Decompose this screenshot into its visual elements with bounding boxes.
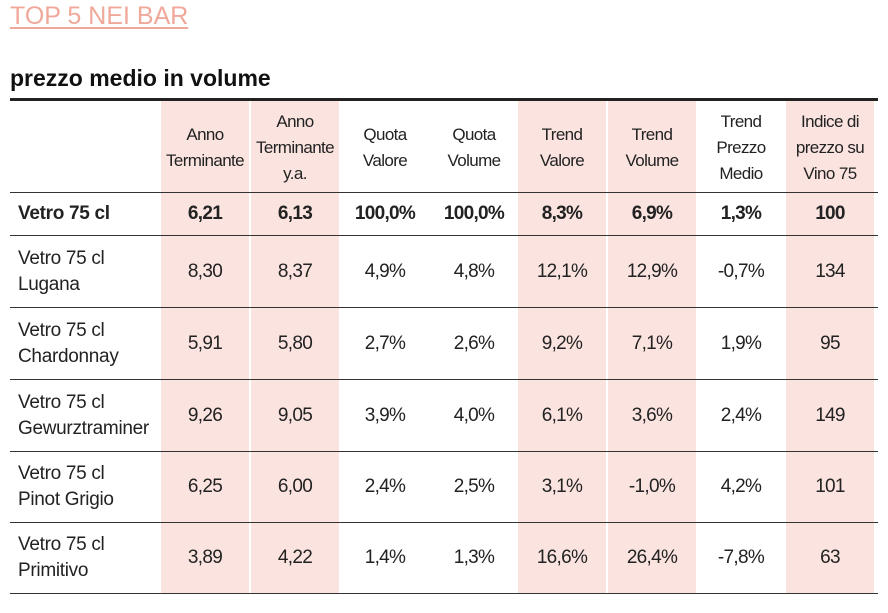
table-cell: 6,9%: [631, 203, 673, 224]
table-cell: 9,2%: [541, 332, 583, 354]
row-label: Vetro 75 cl Lugana: [18, 247, 105, 295]
table-cell: 5,91: [187, 332, 223, 354]
row-divider: [10, 235, 878, 236]
table-cell: 3,1%: [541, 476, 583, 497]
highlight-band: [608, 101, 696, 593]
table-cell: 101: [815, 476, 845, 497]
row-label: Vetro 75 cl Gewurztraminer: [18, 391, 149, 439]
table-cell: 2,5%: [453, 476, 495, 497]
table-cell: 8,30: [187, 260, 223, 282]
table-cell: 3,9%: [364, 404, 406, 426]
table-cell: 12,1%: [536, 260, 588, 282]
column-header-text: Trend Prezzo Medio: [716, 112, 766, 183]
table-cell: 1,4%: [364, 547, 406, 568]
table-cell: -0,7%: [717, 260, 765, 282]
column-header: Trend Valore: [518, 104, 606, 192]
table-cell: 6,21: [187, 203, 223, 224]
table-cell: 149: [815, 404, 845, 426]
column-header-text: Anno Terminante y.a.: [255, 112, 335, 183]
column-header: Quota Valore: [341, 104, 429, 192]
table-cell: 6,13: [277, 203, 313, 224]
row-divider: [10, 192, 878, 193]
column-header-text: Quota Volume: [447, 125, 501, 170]
table-cell: 4,2%: [720, 476, 762, 497]
table-cell: 9,26: [187, 404, 223, 426]
table-cell: 63: [820, 547, 840, 568]
table-cell: -1,0%: [628, 476, 676, 497]
table-cell: 9,05: [277, 404, 313, 426]
table-subtitle: prezzo medio in volume: [10, 65, 271, 91]
table-cell: 2,4%: [364, 476, 406, 497]
table-cell: 3,6%: [631, 404, 673, 426]
table-cell: 3,89: [187, 547, 223, 568]
column-header-text: Trend Valore: [539, 125, 585, 170]
column-header: Anno Terminante y.a.: [251, 104, 339, 192]
highlight-band: [518, 101, 606, 593]
table-cell: 1,9%: [720, 332, 762, 354]
table-cell: 2,4%: [720, 404, 762, 426]
table-cell: 4,22: [277, 547, 313, 568]
row-divider: [10, 593, 878, 594]
column-header-text: Anno Terminante: [165, 125, 245, 170]
highlight-band: [161, 101, 249, 593]
table-cell: 26,4%: [626, 547, 678, 568]
row-label: Vetro 75 cl Chardonnay: [18, 319, 119, 367]
table-cell: 16,6%: [536, 547, 588, 568]
table-cell: 8,37: [277, 260, 313, 282]
table-cell: 100,0%: [443, 203, 505, 224]
table-cell: 100: [815, 203, 845, 224]
table-cell: 6,00: [277, 476, 313, 497]
table-cell: 6,1%: [541, 404, 583, 426]
table-cell: 8,3%: [541, 203, 583, 224]
row-divider: [10, 451, 878, 452]
table-cell: 1,3%: [453, 547, 495, 568]
table-cell: 7,1%: [631, 332, 673, 354]
column-header-text: Trend Volume: [625, 125, 679, 170]
table-cell: 12,9%: [626, 260, 678, 282]
column-header-text: Quota Valore: [362, 125, 408, 170]
table-cell: 2,7%: [364, 332, 406, 354]
row-label: Vetro 75 cl Pinot Grigio: [18, 463, 114, 510]
column-header-text: Indice di prezzo su Vino 75: [795, 112, 865, 183]
row-divider: [10, 379, 878, 380]
column-header: Trend Volume: [608, 104, 696, 192]
page-title: TOP 5 NEI BAR: [10, 2, 189, 30]
column-header: Indice di prezzo su Vino 75: [786, 104, 874, 192]
table-cell: 100,0%: [354, 203, 416, 224]
table-cell: 2,6%: [453, 332, 495, 354]
highlight-band: [251, 101, 339, 593]
table-cell: 1,3%: [720, 203, 762, 224]
table-cell: 5,80: [277, 332, 313, 354]
column-header: Quota Volume: [430, 104, 518, 192]
highlight-band: [786, 101, 874, 593]
row-divider: [10, 522, 878, 523]
table-cell: -7,8%: [717, 547, 765, 568]
table-cell: 4,0%: [453, 404, 495, 426]
column-header: Anno Terminante: [161, 104, 249, 192]
row-label: Vetro 75 cl: [18, 203, 110, 224]
table-cell: 4,8%: [453, 260, 495, 282]
row-label: Vetro 75 cl Primitivo: [18, 534, 105, 581]
table-cell: 134: [815, 260, 845, 282]
column-header: Trend Prezzo Medio: [697, 104, 785, 192]
table-cell: 6,25: [187, 476, 223, 497]
table-cell: 4,9%: [364, 260, 406, 282]
header-rule: [10, 98, 878, 101]
table-cell: 95: [820, 332, 840, 354]
row-divider: [10, 307, 878, 308]
